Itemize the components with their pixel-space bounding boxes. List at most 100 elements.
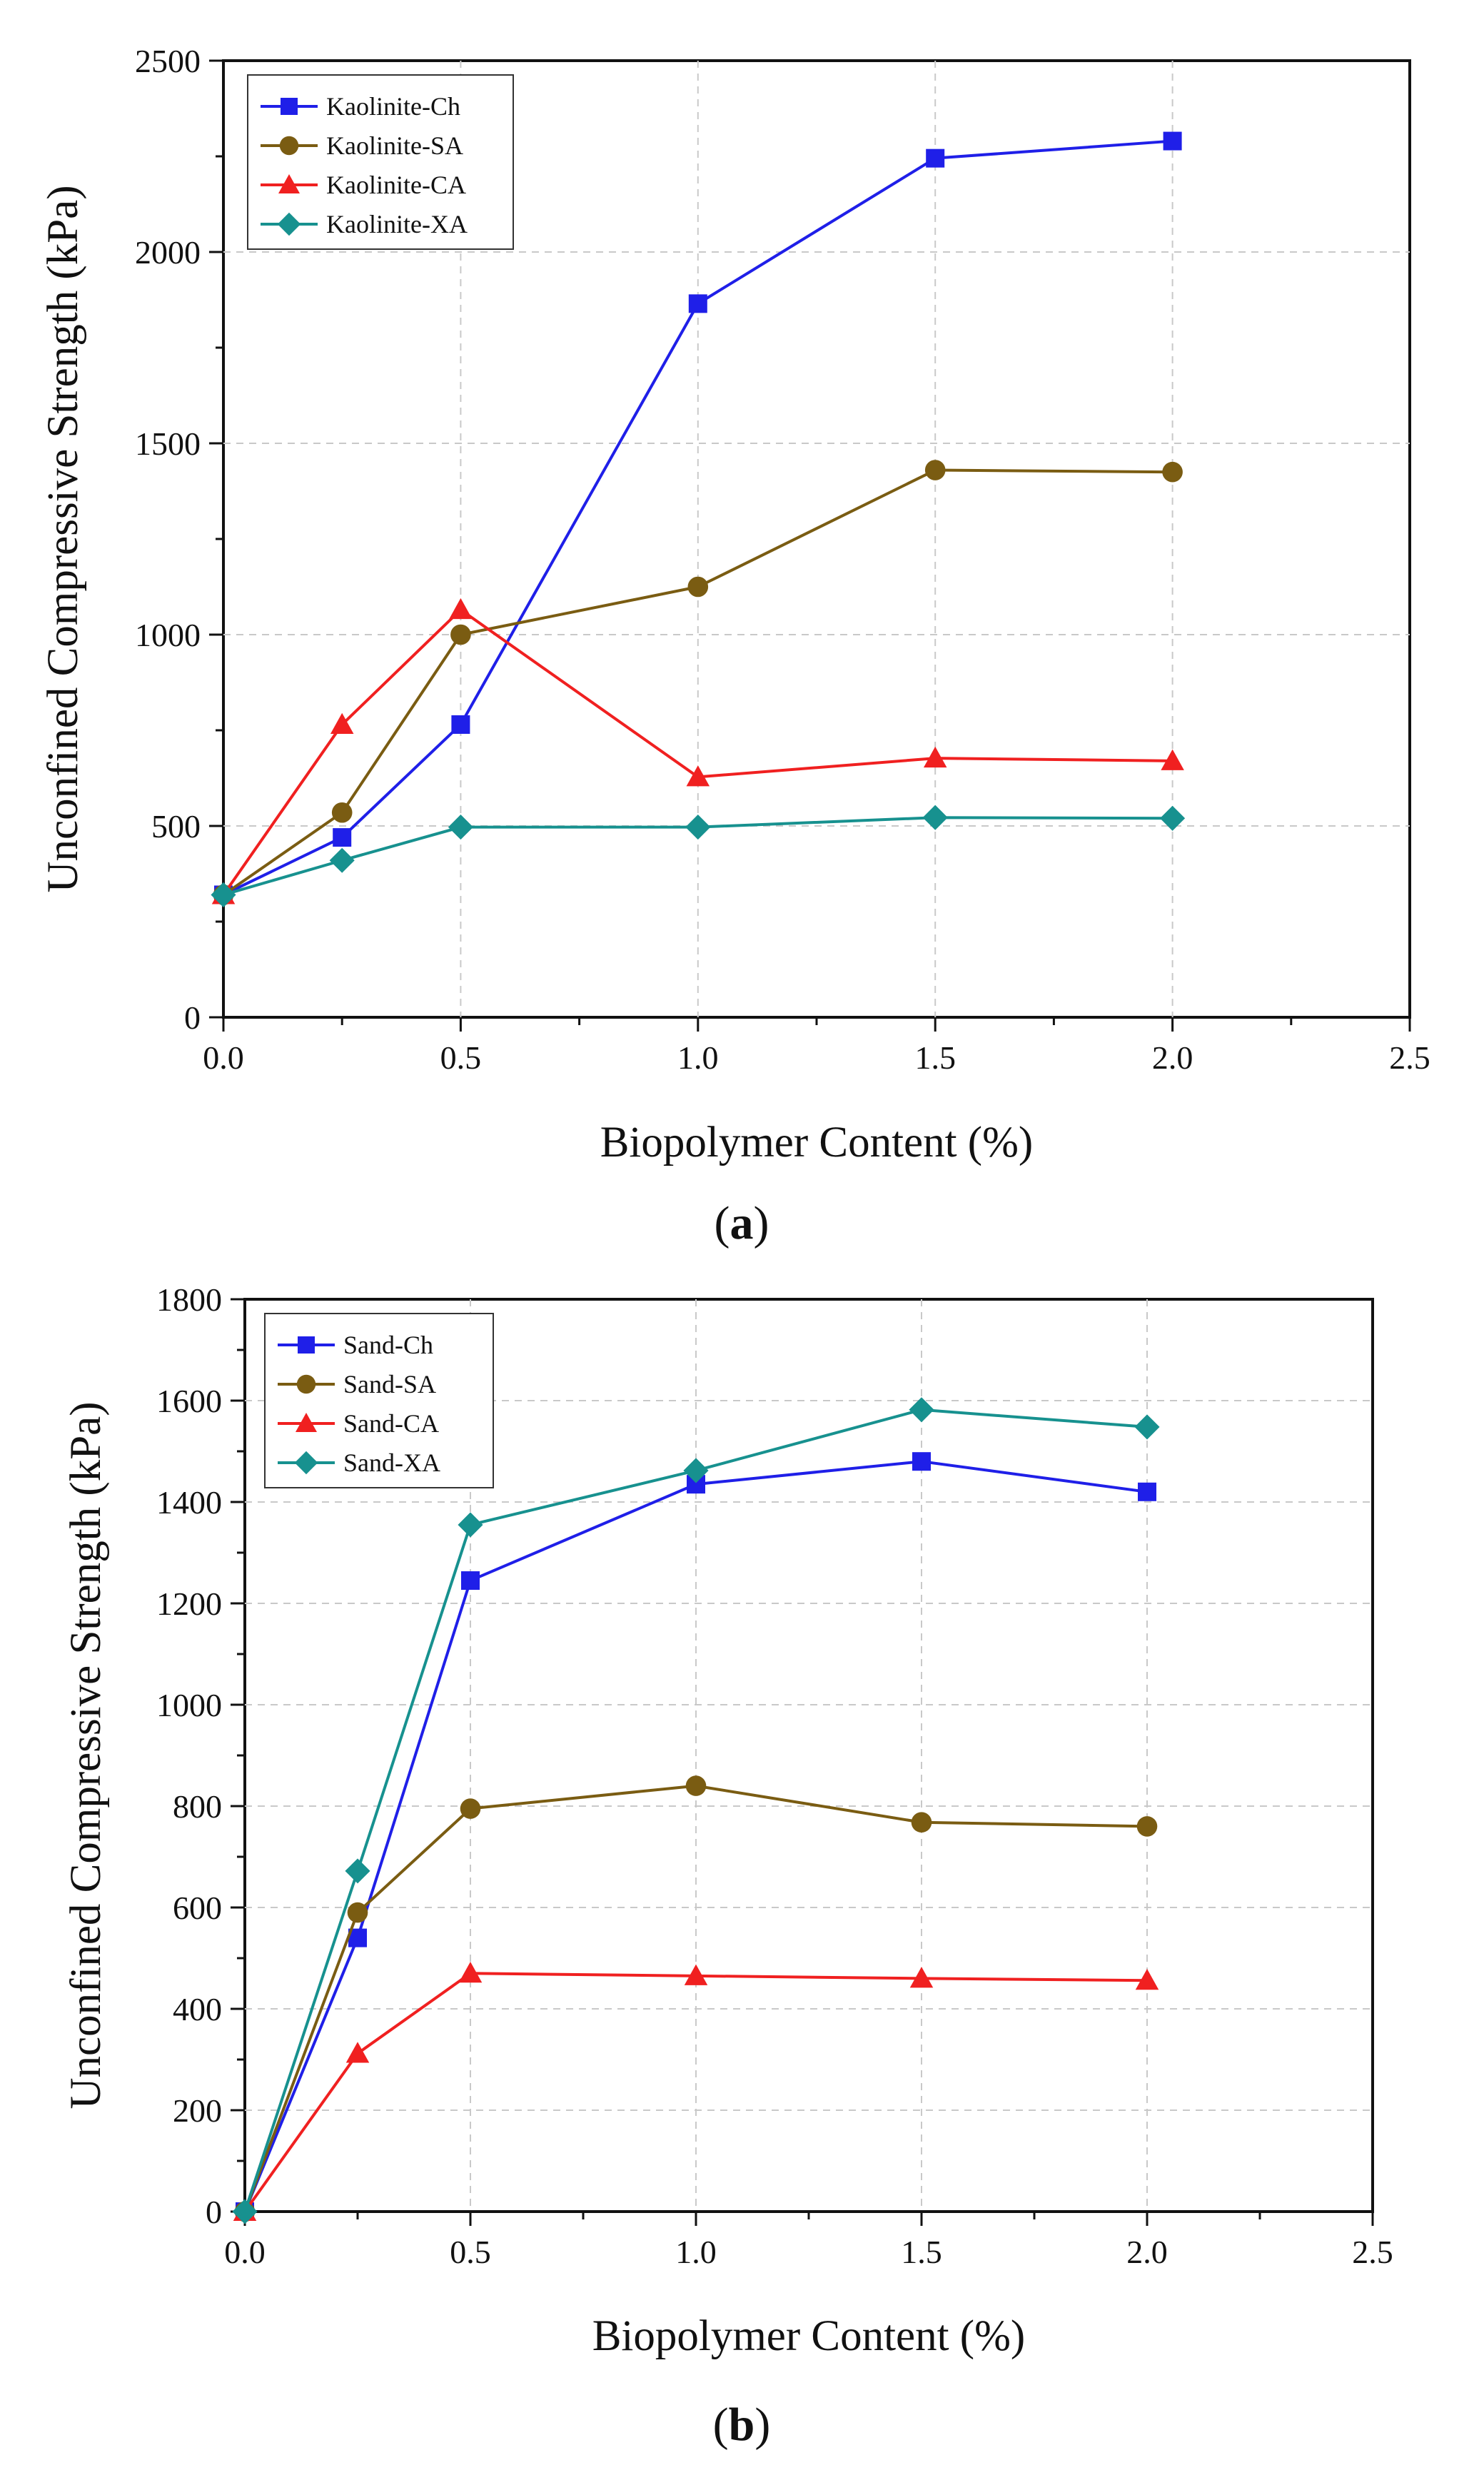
x-tick-label: 0.0 [224, 2234, 266, 2270]
data-point [458, 1962, 483, 1983]
panel-letter-b: b [729, 2399, 755, 2451]
x-tick-label: 0.0 [203, 1039, 244, 1076]
legend-marker [296, 1413, 317, 1432]
data-point [330, 712, 354, 734]
y-tick-label: 1600 [156, 1383, 222, 1419]
panel-letter-a: a [730, 1197, 754, 1249]
x-tick-label: 0.5 [440, 1039, 482, 1076]
legend-label: Sand-SA [343, 1370, 436, 1398]
y-ticks-b: 0 200 400 600 800 1000 1200 1400 1600 1800 [156, 1281, 245, 2230]
data-point [345, 1858, 370, 1884]
data-point [684, 1964, 708, 1985]
x-axis-title-a: Biopolymer Content (%) [600, 1119, 1034, 1166]
legend-marker [279, 136, 299, 156]
legend-label: Kaolinite-Ch [326, 92, 460, 121]
data-point [1160, 805, 1186, 831]
data-point [685, 1775, 707, 1796]
series-kaolinite-ch [214, 131, 1182, 904]
data-point [922, 805, 948, 830]
x-tick-label: 1.0 [675, 2234, 717, 2270]
grid-b [245, 1299, 1373, 2212]
data-point [1162, 461, 1183, 483]
data-point [448, 815, 473, 840]
legend-marker [281, 98, 298, 115]
y-tick-label: 0 [206, 2194, 222, 2230]
series-kaolinite-sa [213, 460, 1183, 905]
data-point [345, 2042, 370, 2063]
y-tick-label: 400 [173, 1991, 222, 2027]
data-point [1134, 1414, 1160, 1440]
data-point [461, 1571, 480, 1591]
data-point [686, 765, 710, 787]
legend-marker [296, 1374, 316, 1394]
y-axis-title-a: Unconfined Compressive Strength (kPa) [39, 185, 87, 892]
x-tick-label: 1.5 [901, 2234, 942, 2270]
x-tick-label: 2.5 [1352, 2234, 1393, 2270]
series-line [243, 1408, 1148, 2212]
data-point [926, 148, 945, 168]
data-point [687, 576, 709, 598]
y-tick-label: 1000 [135, 617, 201, 653]
series-line [243, 1784, 1148, 2212]
data-point [458, 1512, 483, 1538]
legend-label: Kaolinite-SA [326, 131, 463, 160]
series-line [222, 608, 1173, 896]
x-tick-label: 1.0 [677, 1039, 719, 1076]
data-point [911, 1812, 932, 1833]
data-point [232, 2199, 258, 2224]
data-point [333, 828, 352, 847]
y-tick-label: 0 [184, 999, 201, 1036]
x-tick-label: 0.5 [450, 2234, 491, 2270]
y-tick-label: 1800 [156, 1281, 222, 1318]
series-b [232, 1397, 1160, 2224]
data-point [460, 1798, 481, 1819]
data-point [1135, 1968, 1159, 1990]
y-tick-label: 2500 [135, 43, 201, 79]
x-tick-label: 1.5 [914, 1039, 956, 1076]
data-point [683, 1458, 709, 1483]
legend-label: Sand-XA [343, 1448, 440, 1477]
panel-label-b: (b) [713, 2399, 771, 2451]
data-point [1136, 1816, 1158, 1837]
x-tick-label: 2.0 [1126, 2234, 1168, 2270]
series-line [223, 816, 1173, 897]
data-point [688, 294, 707, 313]
y-tick-label: 1200 [156, 1586, 222, 1622]
legend-marker [277, 212, 301, 236]
data-point [347, 1902, 368, 1923]
y-tick-label: 1400 [156, 1484, 222, 1521]
series-line [223, 139, 1173, 897]
data-point [211, 882, 236, 908]
legend-label: Kaolinite-CA [326, 171, 466, 199]
data-point [450, 624, 471, 645]
series-line [222, 468, 1173, 897]
data-point [685, 815, 711, 840]
y-tick-label: 800 [173, 1788, 222, 1825]
panel-label-a: (a) [715, 1197, 769, 1249]
series-a [211, 131, 1186, 908]
y-tick-label: 200 [173, 2092, 222, 2129]
x-ticks-a: 0.0 0.5 1.0 1.5 2.0 2.5 [203, 1017, 1430, 1076]
y-tick-label: 2000 [135, 234, 201, 271]
data-point [331, 802, 353, 823]
x-tick-label: 2.5 [1389, 1039, 1430, 1076]
legend-marker [294, 1451, 318, 1475]
x-axis-title-b: Biopolymer Content (%) [592, 2312, 1026, 2360]
y-tick-label: 1500 [135, 425, 201, 462]
series-line [243, 1972, 1148, 2213]
legend-b: Sand-Ch Sand-SA Sand-CA Sand-XA [264, 1313, 494, 1488]
data-point [912, 1452, 931, 1471]
data-point [909, 1967, 934, 1988]
y-axis-title-b: Unconfined Compressive Strength (kPa) [62, 1401, 110, 2109]
data-point [451, 715, 470, 734]
legend-a: Kaolinite-Ch Kaolinite-SA Kaolinite-CA Kaol… [247, 74, 514, 250]
data-point [1138, 1482, 1156, 1501]
panel-b: 0.0 0.5 1.0 1.5 2.0 2.5 0 200 400 600 800 1000 1200… [62, 1281, 1393, 2451]
data-point [909, 1397, 934, 1423]
data-point [449, 598, 473, 620]
series-sand-xa [232, 1397, 1160, 2224]
legend-label: Sand-Ch [343, 1331, 433, 1359]
y-tick-label: 600 [173, 1890, 222, 1926]
legend-marker [278, 174, 300, 193]
series-line [243, 1460, 1148, 2212]
